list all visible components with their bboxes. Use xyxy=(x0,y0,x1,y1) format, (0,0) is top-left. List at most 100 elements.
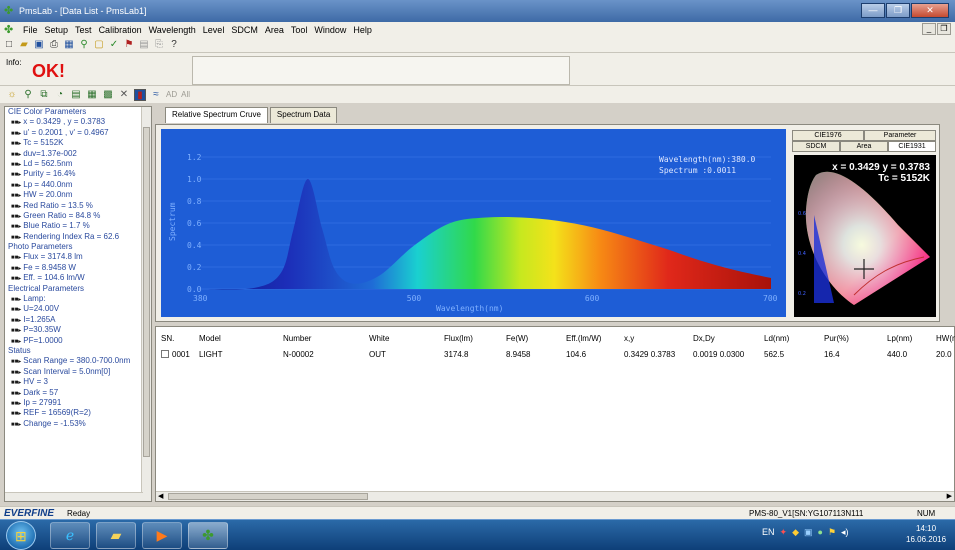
column-header[interactable]: HW(nm xyxy=(936,333,955,343)
column-header[interactable]: White xyxy=(369,333,390,343)
tray-icon-2[interactable]: ◆ xyxy=(792,527,799,537)
filter-icon[interactable]: ⚲ xyxy=(80,38,88,50)
tree-item[interactable]: ■■▸ PF=1.0000 xyxy=(5,336,143,346)
lamp-icon[interactable]: ◔ xyxy=(56,88,64,100)
report-icon[interactable]: ▤ xyxy=(71,88,81,100)
tree-item[interactable]: ■■▸ U=24.00V xyxy=(5,304,143,314)
tree-item[interactable]: ■■▸ HW = 20.0nm xyxy=(5,190,143,200)
tree-item[interactable]: ■■▸ Lamp: xyxy=(5,294,143,304)
sun-icon[interactable]: ☼ xyxy=(7,88,17,100)
clear-icon[interactable]: ✕ xyxy=(119,88,129,100)
tab-spectrum-data[interactable]: Spectrum Data xyxy=(269,107,338,123)
copy-icon[interactable]: ⧉ xyxy=(40,88,48,100)
tree-item[interactable]: ■■▸ Blue Ratio = 1.7 % xyxy=(5,221,143,231)
menu-window[interactable]: Window xyxy=(314,24,347,35)
media-player-icon[interactable]: ▶ xyxy=(142,522,182,549)
scroll-right-icon[interactable]: ▶ xyxy=(946,493,952,500)
tree-item[interactable]: ■■▸ Ip = 27991 xyxy=(5,398,143,408)
tree-item[interactable]: ■■▸ P=30.35W xyxy=(5,325,143,335)
clock[interactable]: 14:10 16.06.2016 xyxy=(906,523,946,545)
tree-category[interactable]: Electrical Parameters xyxy=(5,284,143,294)
flag-icon[interactable]: ⚑ xyxy=(827,527,837,537)
grid-icon[interactable]: ▦ xyxy=(87,88,97,100)
document-icon[interactable]: ✤ xyxy=(4,23,14,36)
tree-item[interactable]: ■■▸ Dark = 57 xyxy=(5,388,143,398)
tree-vertical-scrollbar[interactable] xyxy=(141,107,151,501)
menu-file[interactable]: File xyxy=(23,24,38,35)
tree-item[interactable]: ■■▸ Scan Interval = 5.0nm[0] xyxy=(5,367,143,377)
tree-item[interactable]: ■■▸ Green Ratio = 84.8 % xyxy=(5,211,143,221)
mdi-minimize-button[interactable]: _ xyxy=(922,23,936,35)
explorer-icon[interactable]: ▰ xyxy=(96,522,136,549)
tree-item[interactable]: ■■▸ Flux = 3174.8 lm xyxy=(5,252,143,262)
language-indicator[interactable]: EN xyxy=(762,527,775,537)
menu-sdcm[interactable]: SDCM xyxy=(231,24,258,35)
tree-category[interactable]: CIE Color Parameters xyxy=(5,107,143,117)
column-header[interactable]: Lp(nm) xyxy=(887,333,913,343)
pmslab-taskbar-icon[interactable]: ✤ xyxy=(188,522,228,549)
table-horizontal-scrollbar[interactable]: ◀ ▶ xyxy=(156,491,954,501)
table-row[interactable]: 0001 LIGHT N-00002 OUT 3174.8 8.9458 104.6 0.34… xyxy=(156,345,954,363)
menu-test[interactable]: Test xyxy=(75,24,92,35)
tree-item[interactable]: ■■▸ Scan Range = 380.0-700.0nm xyxy=(5,356,143,366)
column-header[interactable]: Pur(%) xyxy=(824,333,849,343)
tree-item[interactable]: ■■▸ I=1.265A xyxy=(5,315,143,325)
save-icon[interactable]: ▣ xyxy=(34,38,44,50)
tree-item[interactable]: ■■▸ Rendering Index Ra = 62.6 xyxy=(5,232,143,242)
bulb-icon[interactable]: ⚲ xyxy=(24,88,32,100)
close-button[interactable]: ✕ xyxy=(911,3,949,18)
column-header[interactable]: SN. xyxy=(161,333,175,343)
column-header[interactable]: Eff.(lm/W) xyxy=(566,333,602,343)
print-icon[interactable]: ⎙ xyxy=(50,38,58,50)
start-button[interactable]: ⊞ xyxy=(6,521,36,550)
menu-wavelength[interactable]: Wavelength xyxy=(148,24,196,35)
tree-category[interactable]: Status xyxy=(5,346,143,356)
volume-icon[interactable]: ◂) xyxy=(841,527,849,537)
tree-item[interactable]: ■■▸ Tc = 5152K xyxy=(5,138,143,148)
menu-level[interactable]: Level xyxy=(202,24,225,35)
menu-area[interactable]: Area xyxy=(264,24,284,35)
tab-cie1931[interactable]: CIE1931 xyxy=(888,141,936,152)
new-icon[interactable]: □ xyxy=(5,38,13,50)
export-icon[interactable]: ⎘ xyxy=(155,38,163,50)
tab-area[interactable]: Area xyxy=(840,141,888,152)
help-icon[interactable]: ? xyxy=(171,38,177,50)
tree-item[interactable]: ■■▸ Fe = 8.9458 W xyxy=(5,263,143,273)
network-icon[interactable]: ▣ xyxy=(803,527,813,537)
ie-icon[interactable]: ℯ xyxy=(50,522,90,549)
scroll-left-icon[interactable]: ◀ xyxy=(158,493,164,500)
column-header[interactable]: Ld(nm) xyxy=(764,333,790,343)
open-icon[interactable]: ▰ xyxy=(20,38,28,50)
tree-item[interactable]: ■■▸ x = 0.3429 , y = 0.3783 xyxy=(5,117,143,127)
tab-relative-spectrum[interactable]: Relative Spectrum Cruve xyxy=(165,107,268,123)
tree-category[interactable]: Photo Parameters xyxy=(5,242,143,252)
column-header[interactable]: Fe(W) xyxy=(506,333,529,343)
column-header[interactable]: Flux(lm) xyxy=(444,333,473,343)
tree-item[interactable]: ■■▸ Change = -1.53% xyxy=(5,419,143,429)
tray-icon-1[interactable]: ✦ xyxy=(779,527,788,537)
tree-item[interactable]: ■■▸ u' = 0.2001 , v' = 0.4967 xyxy=(5,128,143,138)
column-header[interactable]: x,y xyxy=(624,333,635,343)
ab-button[interactable]: AD xyxy=(166,90,178,99)
mdi-restore-button[interactable]: ❐ xyxy=(937,23,951,35)
frame-icon[interactable]: ▢ xyxy=(94,38,104,50)
tree-item[interactable]: ■■▸ REF = 16569(R=2) xyxy=(5,408,143,418)
line-chart-icon[interactable]: ≈ xyxy=(153,88,159,100)
menu-calibration[interactable]: Calibration xyxy=(98,24,142,35)
grid-delete-icon[interactable]: ▩ xyxy=(103,88,113,100)
tab-parameter[interactable]: Parameter xyxy=(864,130,936,141)
menu-tool[interactable]: Tool xyxy=(290,24,308,35)
tree-item[interactable]: ■■▸ Ld = 562.5nm xyxy=(5,159,143,169)
tree-horizontal-scrollbar[interactable] xyxy=(5,492,143,501)
chart-icon[interactable]: ▦ xyxy=(64,38,74,50)
security-icon[interactable]: ● xyxy=(817,527,823,537)
row-checkbox[interactable] xyxy=(161,350,169,359)
menu-setup[interactable]: Setup xyxy=(44,24,69,35)
maximize-button[interactable]: ❐ xyxy=(886,3,910,18)
tab-cie1976[interactable]: CIE1976 xyxy=(792,130,864,141)
tree-item[interactable]: ■■▸ HV = 3 xyxy=(5,377,143,387)
minimize-button[interactable]: — xyxy=(861,3,885,18)
column-header[interactable]: Number xyxy=(283,333,312,343)
preview-icon[interactable]: ▤ xyxy=(139,38,149,50)
column-header[interactable]: Dx,Dy xyxy=(693,333,715,343)
